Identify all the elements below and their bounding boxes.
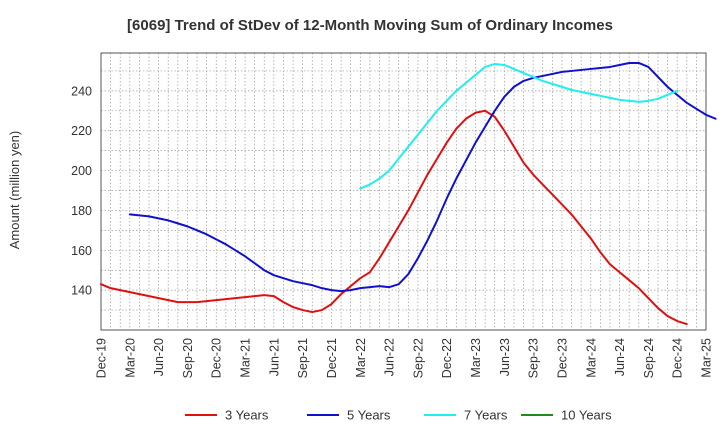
y-tick-label: 160 [71, 244, 92, 258]
y-tick-label: 180 [71, 204, 92, 218]
x-tick-label: Sep-23 [527, 338, 541, 378]
x-tick-label: Sep-21 [296, 338, 310, 378]
x-tick-label: Jun-21 [267, 338, 281, 376]
x-tick-label: Dec-21 [325, 338, 339, 378]
y-tick-label: 240 [71, 84, 92, 98]
gridlines [101, 53, 706, 331]
x-tick-label: Dec-20 [210, 338, 224, 378]
x-tick-label: Jun-24 [613, 338, 627, 376]
y-tick-label: 200 [71, 164, 92, 178]
y-tick-label: 140 [71, 284, 92, 298]
legend-label: 7 Years [464, 408, 508, 423]
series-line-5-years [128, 61, 717, 293]
axes: 140 160 180 200 220 240 Dec-19 Mar-20 Jun-20 Sep-… [71, 52, 714, 378]
x-tick-label: Mar-21 [239, 338, 253, 378]
x-tick-label: Mar-22 [354, 338, 368, 378]
x-tick-label: Sep-20 [181, 338, 195, 378]
legend-label: 5 Years [347, 408, 391, 423]
x-tick-label: Jun-22 [383, 338, 397, 376]
chart-title: [6069] Trend of StDev of 12-Month Moving… [127, 17, 613, 34]
x-tick-label: Jun-20 [152, 338, 166, 376]
x-tick-label: Mar-20 [123, 338, 137, 378]
x-tick-label: Mar-24 [584, 338, 598, 378]
legend-label: 10 Years [561, 408, 612, 423]
x-tick-label: Jun-23 [498, 338, 512, 376]
series-line-3-years [100, 109, 688, 326]
legend-label: 3 Years [225, 408, 269, 423]
y-tick-label: 220 [71, 124, 92, 138]
x-tick-label: Sep-22 [411, 338, 425, 378]
x-tick-label: Dec-24 [671, 338, 685, 378]
x-tick-label: Dec-23 [555, 338, 569, 378]
legend: 3 Years 5 Years 7 Years 10 Years [185, 408, 612, 423]
plot-frame [100, 52, 707, 331]
y-axis-label: Amount (million yen) [7, 131, 22, 250]
x-tick-label: Mar-25 [700, 338, 714, 378]
x-tick-label: Mar-23 [469, 338, 483, 378]
x-tick-label: Dec-19 [95, 338, 109, 378]
x-tick-label: Dec-22 [440, 338, 454, 378]
series-lines [100, 61, 717, 326]
series-line-7-years [359, 62, 679, 190]
x-tick-label: Sep-24 [642, 338, 656, 378]
